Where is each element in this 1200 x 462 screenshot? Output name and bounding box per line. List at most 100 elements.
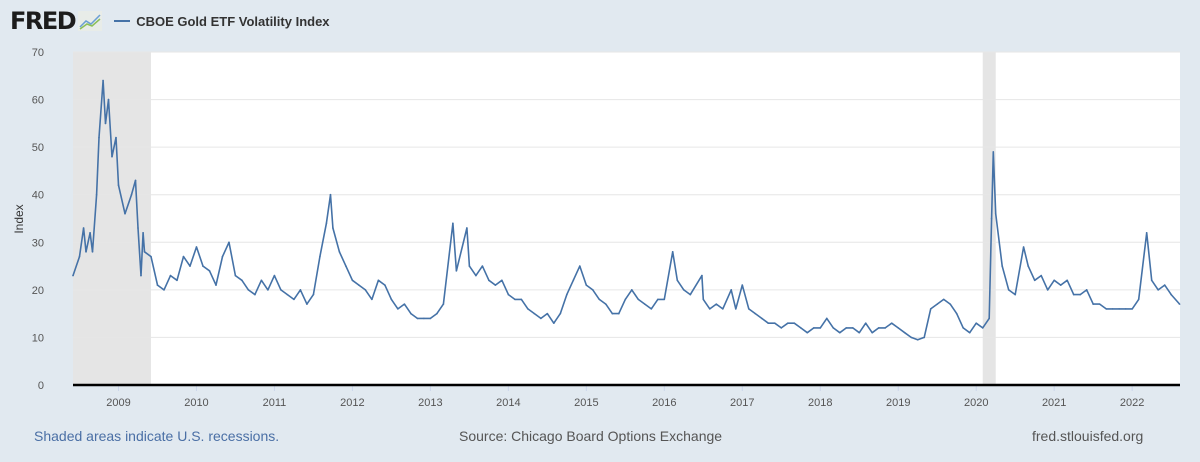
data-point — [1040, 274, 1042, 277]
data-point — [1092, 303, 1094, 305]
data-point — [1131, 308, 1133, 310]
data-point — [992, 151, 995, 153]
data-point — [819, 327, 822, 329]
data-point — [825, 317, 828, 320]
data-point — [864, 322, 867, 324]
data-point — [455, 270, 458, 272]
data-point — [1053, 279, 1055, 282]
fred-logo-graph-icon — [78, 11, 103, 31]
data-point — [78, 255, 81, 258]
data-points — [72, 79, 1181, 341]
data-point — [163, 289, 165, 291]
data-point — [397, 308, 399, 310]
x-tick-label: 2010 — [184, 397, 208, 409]
data-point — [1098, 303, 1101, 305]
legend-line-swatch — [114, 20, 131, 22]
data-point — [85, 251, 87, 253]
fred-logo[interactable]: FRED — [10, 7, 77, 35]
data-point — [923, 336, 926, 339]
data-point — [91, 251, 94, 253]
data-point — [1007, 289, 1010, 291]
data-point — [501, 279, 503, 282]
x-tick-label: 2013 — [418, 397, 442, 409]
data-point — [403, 303, 406, 305]
data-point — [1079, 293, 1081, 296]
data-point — [150, 255, 152, 258]
data-point — [1046, 289, 1049, 291]
data-point — [734, 308, 737, 310]
data-point — [929, 308, 932, 310]
data-point — [527, 308, 529, 310]
data-point — [955, 312, 958, 315]
data-point — [280, 289, 282, 291]
data-point — [942, 298, 945, 301]
data-point — [182, 255, 185, 258]
data-point — [903, 331, 906, 334]
x-tick-label: 2015 — [574, 397, 598, 409]
data-point — [715, 303, 718, 305]
x-tick-label: 2009 — [106, 397, 130, 409]
data-point — [254, 293, 256, 296]
data-point — [890, 322, 893, 324]
data-point — [1170, 293, 1172, 296]
data-point — [832, 327, 835, 329]
data-point — [475, 274, 477, 277]
data-point — [1124, 308, 1127, 310]
data-point — [721, 308, 724, 310]
data-point — [156, 284, 159, 286]
data-point — [650, 308, 653, 310]
x-tick-label: 2021 — [1042, 397, 1066, 409]
data-point — [916, 339, 919, 341]
data-point — [566, 293, 568, 296]
data-point — [102, 79, 104, 82]
data-point — [1033, 279, 1036, 282]
data-point — [351, 279, 354, 282]
data-point — [332, 227, 334, 229]
source-note: Source: Chicago Board Options Exchange — [459, 428, 723, 444]
data-point — [423, 317, 425, 320]
data-point — [364, 289, 367, 291]
data-point — [143, 251, 146, 253]
data-point — [195, 246, 198, 248]
data-point — [1066, 279, 1068, 282]
data-point — [851, 327, 854, 329]
y-tick-label: 20 — [32, 285, 44, 297]
data-point — [533, 312, 536, 315]
data-point — [117, 184, 120, 186]
data-point — [293, 298, 295, 301]
data-point — [390, 298, 393, 301]
data-point — [553, 322, 555, 324]
data-point — [1111, 308, 1114, 310]
data-point — [1014, 293, 1017, 296]
data-point — [140, 274, 142, 277]
data-point — [773, 322, 776, 324]
data-point — [981, 327, 984, 329]
data-point — [671, 251, 674, 253]
data-point — [546, 312, 549, 315]
data-point — [611, 312, 614, 315]
data-point — [134, 179, 137, 182]
data-point — [286, 293, 289, 296]
data-point — [189, 265, 191, 267]
data-point — [72, 274, 74, 277]
site-link[interactable]: fred.stlouisfed.org — [1032, 428, 1144, 444]
data-point — [89, 231, 91, 234]
x-tick-label: 2014 — [496, 397, 520, 409]
chart-header: FRED CBOE Gold ETF Volatility Index — [10, 6, 330, 36]
data-point — [689, 293, 692, 296]
data-point — [936, 303, 939, 305]
data-point — [579, 265, 581, 267]
data-point — [624, 298, 627, 301]
data-point — [877, 327, 880, 329]
data-point — [657, 298, 659, 301]
data-point — [514, 298, 516, 301]
data-point — [988, 317, 991, 320]
data-point — [520, 298, 523, 301]
data-point — [663, 298, 666, 301]
data-point — [306, 303, 308, 305]
x-tick-label: 2019 — [886, 397, 910, 409]
data-point — [228, 241, 230, 244]
y-axis-label: Index — [12, 204, 26, 233]
data-point — [107, 98, 110, 101]
data-point — [416, 317, 419, 320]
